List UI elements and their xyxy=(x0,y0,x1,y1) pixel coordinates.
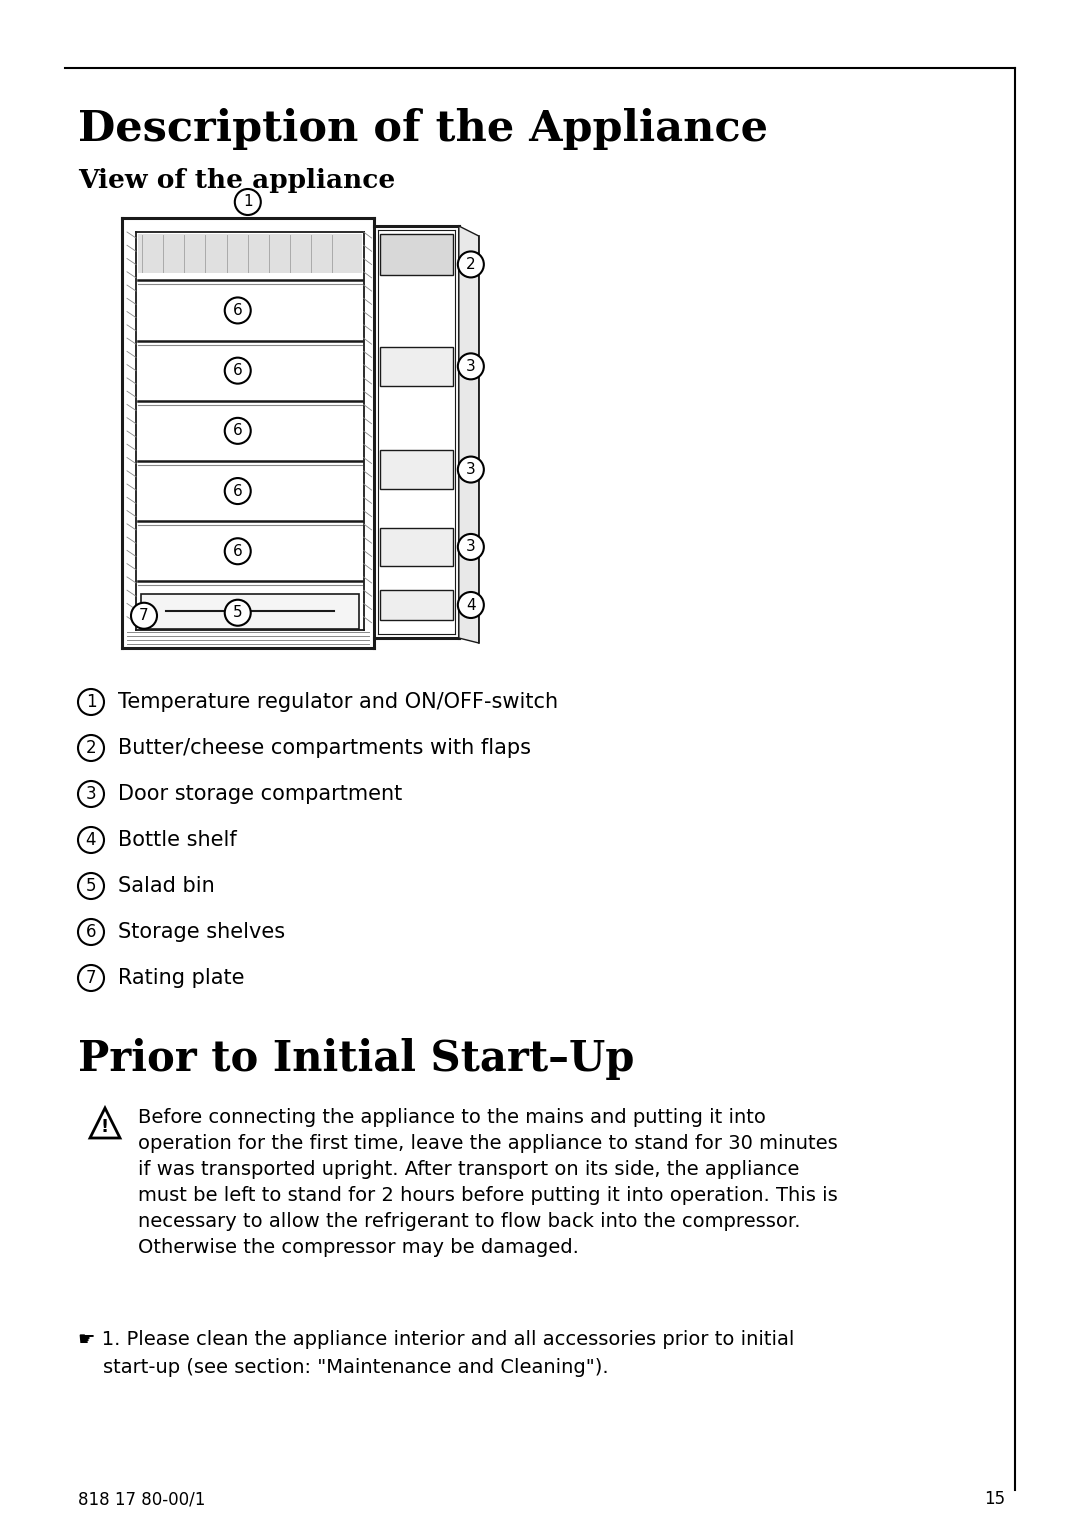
Circle shape xyxy=(225,479,251,505)
Circle shape xyxy=(458,592,484,618)
Text: must be left to stand for 2 hours before putting it into operation. This is: must be left to stand for 2 hours before… xyxy=(138,1187,838,1205)
Text: 4: 4 xyxy=(85,830,96,849)
Circle shape xyxy=(225,538,251,564)
Polygon shape xyxy=(459,226,478,644)
Text: necessary to allow the refrigerant to flow back into the compressor.: necessary to allow the refrigerant to fl… xyxy=(138,1212,800,1231)
Text: operation for the first time, leave the appliance to stand for 30 minutes: operation for the first time, leave the … xyxy=(138,1135,838,1153)
Text: 2: 2 xyxy=(467,257,475,272)
FancyBboxPatch shape xyxy=(379,234,453,275)
Circle shape xyxy=(458,353,484,379)
Text: Storage shelves: Storage shelves xyxy=(118,922,285,942)
Circle shape xyxy=(458,457,484,483)
Text: 6: 6 xyxy=(233,303,243,318)
Text: Prior to Initial Start–Up: Prior to Initial Start–Up xyxy=(78,1038,634,1079)
Text: 5: 5 xyxy=(233,605,243,621)
Text: Description of the Appliance: Description of the Appliance xyxy=(78,109,768,150)
Text: 1: 1 xyxy=(85,693,96,711)
Text: 6: 6 xyxy=(233,544,243,558)
Text: !: ! xyxy=(100,1118,109,1136)
Circle shape xyxy=(78,873,104,899)
Text: 7: 7 xyxy=(139,609,149,624)
Circle shape xyxy=(78,690,104,716)
Circle shape xyxy=(78,919,104,945)
Text: Rating plate: Rating plate xyxy=(118,968,244,988)
Text: 5: 5 xyxy=(85,878,96,894)
Text: View of the appliance: View of the appliance xyxy=(78,168,395,193)
Text: Butter/cheese compartments with flaps: Butter/cheese compartments with flaps xyxy=(118,739,531,758)
Text: Door storage compartment: Door storage compartment xyxy=(118,784,402,804)
Text: 6: 6 xyxy=(233,424,243,439)
Text: 7: 7 xyxy=(85,969,96,988)
Text: 4: 4 xyxy=(467,598,475,613)
Text: Otherwise the compressor may be damaged.: Otherwise the compressor may be damaged. xyxy=(138,1238,579,1257)
Text: ☛ 1. Please clean the appliance interior and all accessories prior to initial: ☛ 1. Please clean the appliance interior… xyxy=(78,1330,795,1349)
Text: Salad bin: Salad bin xyxy=(118,876,215,896)
Text: 6: 6 xyxy=(233,364,243,378)
Circle shape xyxy=(78,735,104,761)
Text: Before connecting the appliance to the mains and putting it into: Before connecting the appliance to the m… xyxy=(138,1109,766,1127)
Text: 3: 3 xyxy=(465,359,475,375)
Text: if was transported upright. After transport on its side, the appliance: if was transported upright. After transp… xyxy=(138,1161,799,1179)
Circle shape xyxy=(78,965,104,991)
FancyBboxPatch shape xyxy=(138,234,362,274)
Text: 818 17 80-00/1: 818 17 80-00/1 xyxy=(78,1489,205,1508)
Circle shape xyxy=(131,602,157,628)
Text: 6: 6 xyxy=(233,483,243,498)
Circle shape xyxy=(78,781,104,807)
Circle shape xyxy=(225,298,251,324)
Circle shape xyxy=(225,417,251,443)
Circle shape xyxy=(458,251,484,277)
Circle shape xyxy=(458,534,484,560)
Text: start-up (see section: "Maintenance and Cleaning").: start-up (see section: "Maintenance and … xyxy=(78,1358,609,1378)
FancyBboxPatch shape xyxy=(379,590,453,621)
Text: Temperature regulator and ON/OFF-switch: Temperature regulator and ON/OFF-switch xyxy=(118,693,558,713)
Text: 6: 6 xyxy=(85,924,96,940)
Text: 3: 3 xyxy=(85,784,96,803)
Circle shape xyxy=(225,599,251,625)
Text: 1: 1 xyxy=(243,194,253,209)
Circle shape xyxy=(225,358,251,384)
Text: 3: 3 xyxy=(465,540,475,555)
Text: 15: 15 xyxy=(984,1489,1005,1508)
FancyBboxPatch shape xyxy=(379,528,453,566)
Circle shape xyxy=(78,827,104,853)
FancyBboxPatch shape xyxy=(379,347,453,385)
Text: 2: 2 xyxy=(85,739,96,757)
FancyBboxPatch shape xyxy=(379,450,453,489)
Text: Bottle shelf: Bottle shelf xyxy=(118,830,237,850)
FancyBboxPatch shape xyxy=(141,595,359,628)
Polygon shape xyxy=(90,1109,120,1138)
Text: 3: 3 xyxy=(465,462,475,477)
Circle shape xyxy=(234,190,260,216)
